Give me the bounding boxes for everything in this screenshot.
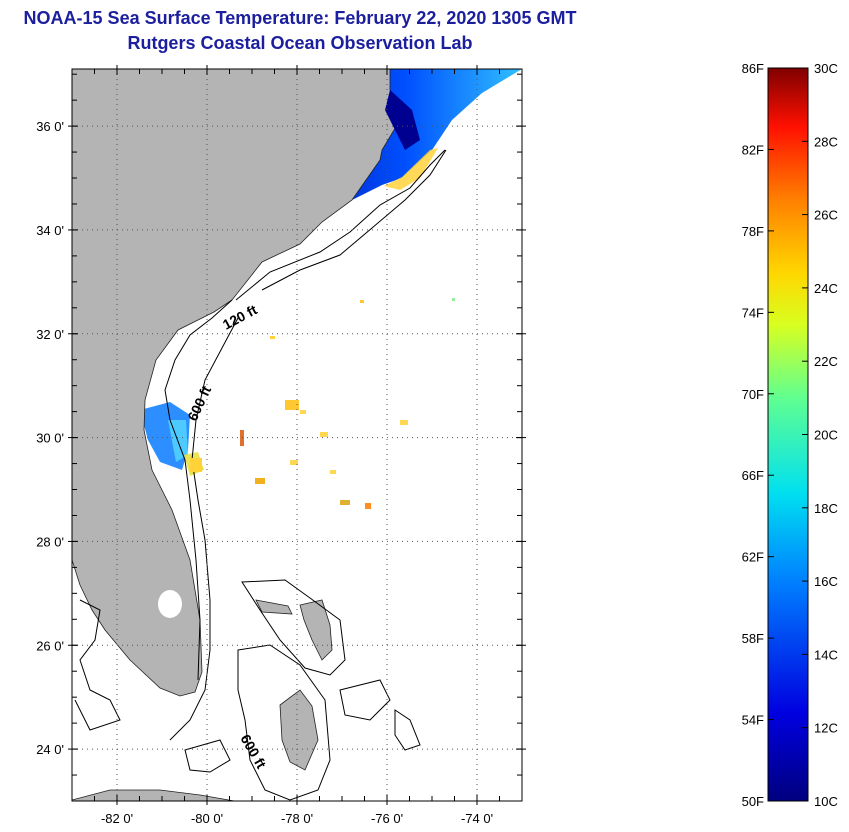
colorbar-c-label: 22C	[814, 354, 838, 369]
lat-tick-labels: 36 0' 34 0' 32 0' 30 0' 28 0' 26 0' 24 0'	[36, 119, 64, 757]
land-bahamas-abaco	[299, 599, 333, 661]
colorbar-c-label: 28C	[814, 134, 838, 149]
map-title: NOAA-15 Sea Surface Temperature: Februar…	[23, 8, 577, 28]
colorbar-f-label: 74F	[742, 305, 764, 320]
colorbar-c-label: 10C	[814, 794, 838, 809]
colorbar-fahrenheit-labels: 86F 82F 78F 74F 70F 66F 62F 58F 54F 50F	[742, 61, 774, 809]
land-southeast-us	[72, 69, 401, 697]
colorbar-c-label: 20C	[814, 428, 838, 443]
colorbar-f-label: 58F	[742, 631, 764, 646]
lat-label: 26 0'	[36, 638, 64, 653]
lon-tick-labels: -82 0' -80 0' -78 0' -76 0' -74 0'	[101, 811, 493, 826]
lake-okeechobee	[158, 590, 182, 618]
contour-600ft	[169, 149, 447, 741]
land-cuba	[72, 789, 237, 801]
lon-label: -76 0'	[371, 811, 403, 826]
lon-label: -82 0'	[101, 811, 133, 826]
lat-label: 28 0'	[36, 534, 64, 549]
land-bahamas-andros	[279, 689, 319, 771]
colorbar-f-label: 70F	[742, 387, 764, 402]
colorbar-f-label: 62F	[742, 550, 764, 565]
colorbar-c-label: 24C	[814, 281, 838, 296]
lat-label: 30 0'	[36, 431, 64, 446]
colorbar-c-label: 30C	[814, 61, 838, 76]
sst-water-band-north	[232, 69, 522, 300]
lat-label: 36 0'	[36, 119, 64, 134]
map-grid	[68, 65, 526, 805]
map-subtitle: Rutgers Coastal Ocean Observation Lab	[127, 33, 473, 53]
colorbar-c-label: 14C	[814, 647, 838, 662]
lon-label: -80 0'	[191, 811, 223, 826]
colorbar-c-label: 18C	[814, 501, 838, 516]
contour-120ft	[164, 149, 446, 681]
colorbar-f-label: 54F	[742, 713, 764, 728]
contour-label-600ft-north: 600 ft	[184, 383, 214, 423]
colorbar-c-label: 12C	[814, 721, 838, 736]
lat-label: 32 0'	[36, 327, 64, 342]
lat-label: 34 0'	[36, 223, 64, 238]
lon-label: -78 0'	[281, 811, 313, 826]
colorbar-f-label: 82F	[742, 142, 764, 157]
colorbar-c-label: 26C	[814, 208, 838, 223]
colorbar-f-label: 78F	[742, 224, 764, 239]
colorbar-f-label: 86F	[742, 61, 764, 76]
contour-label-600ft-south: 600 ft	[237, 732, 269, 772]
sst-warm-strip	[384, 148, 438, 190]
colorbar-f-label: 66F	[742, 468, 764, 483]
colorbar-f-label: 50F	[742, 794, 764, 809]
land-bahamas-grand	[255, 599, 293, 615]
lon-label: -74 0'	[461, 811, 493, 826]
lat-label: 24 0'	[36, 742, 64, 757]
colorbar-celsius-labels: 30C 28C 26C 24C 22C 20C 18C 16C 14C 12C 10C	[802, 61, 838, 809]
colorbar-c-label: 16C	[814, 574, 838, 589]
